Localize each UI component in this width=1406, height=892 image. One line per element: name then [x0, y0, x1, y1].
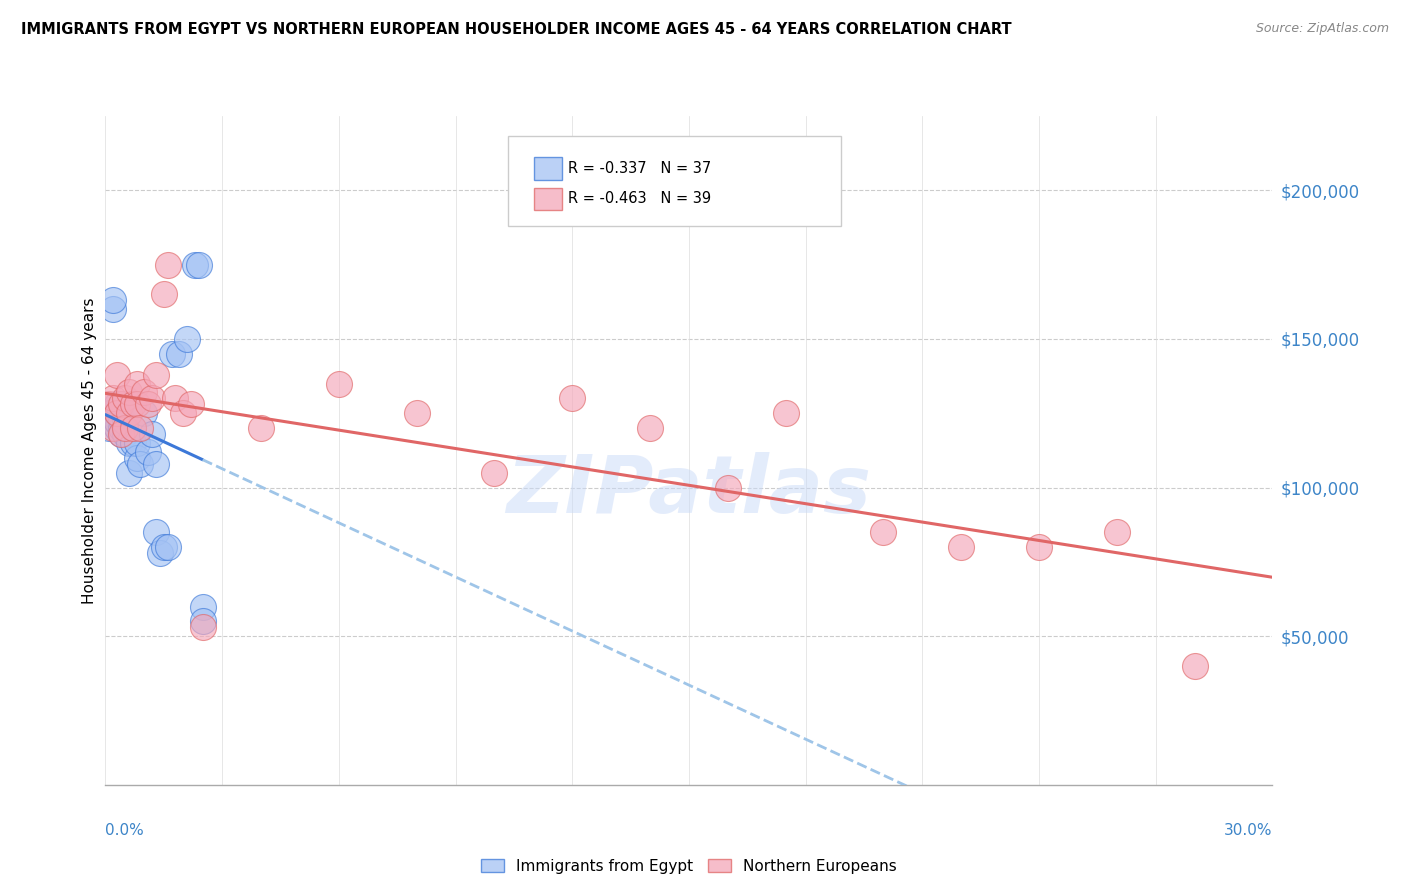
Point	[110, 421, 132, 435]
Point	[950, 540, 973, 554]
Point	[121, 436, 143, 450]
Point	[153, 287, 174, 301]
Point	[114, 421, 136, 435]
FancyBboxPatch shape	[534, 157, 562, 180]
Point	[165, 392, 187, 406]
Point	[134, 406, 156, 420]
Point	[129, 421, 152, 435]
Point	[114, 427, 136, 442]
Point	[110, 412, 132, 426]
Point	[250, 421, 273, 435]
Point	[105, 368, 128, 382]
FancyBboxPatch shape	[534, 187, 562, 211]
Point	[405, 406, 427, 420]
Point	[172, 406, 194, 420]
Point	[872, 525, 894, 540]
Text: IMMIGRANTS FROM EGYPT VS NORTHERN EUROPEAN HOUSEHOLDER INCOME AGES 45 - 64 YEARS: IMMIGRANTS FROM EGYPT VS NORTHERN EUROPE…	[21, 22, 1012, 37]
Point	[110, 397, 132, 411]
Point	[125, 397, 148, 411]
Point	[125, 376, 148, 391]
Point	[118, 406, 141, 420]
Point	[153, 540, 174, 554]
Point	[118, 466, 141, 480]
Text: 0.0%: 0.0%	[105, 823, 145, 838]
Text: R = -0.463   N = 39: R = -0.463 N = 39	[568, 192, 710, 206]
Point	[98, 397, 121, 411]
Point	[484, 466, 506, 480]
Text: 30.0%: 30.0%	[1225, 823, 1272, 838]
Point	[156, 258, 179, 272]
Legend: Immigrants from Egypt, Northern Europeans: Immigrants from Egypt, Northern European…	[475, 853, 903, 880]
Point	[156, 540, 179, 554]
Text: Source: ZipAtlas.com: Source: ZipAtlas.com	[1256, 22, 1389, 36]
Point	[1184, 659, 1206, 673]
Point	[121, 397, 143, 411]
Point	[125, 436, 148, 450]
Y-axis label: Householder Income Ages 45 - 64 years: Householder Income Ages 45 - 64 years	[82, 297, 97, 604]
Point	[145, 368, 167, 382]
Point	[103, 302, 125, 317]
Point	[141, 427, 163, 442]
Point	[121, 421, 143, 435]
Point	[145, 457, 167, 471]
Point	[141, 392, 163, 406]
Point	[114, 415, 136, 429]
Point	[103, 293, 125, 308]
Point	[160, 347, 183, 361]
Point	[136, 397, 159, 411]
Point	[169, 347, 191, 361]
Point	[129, 457, 152, 471]
Point	[191, 620, 214, 634]
Point	[149, 546, 172, 560]
Point	[121, 421, 143, 435]
Point	[184, 258, 207, 272]
Point	[114, 421, 136, 435]
FancyBboxPatch shape	[508, 136, 841, 227]
Point	[118, 436, 141, 450]
Point	[114, 392, 136, 406]
Point	[103, 421, 125, 435]
Point	[187, 258, 209, 272]
Point	[145, 525, 167, 540]
Point	[136, 445, 159, 459]
Text: R = -0.337   N = 37: R = -0.337 N = 37	[568, 161, 711, 177]
Point	[98, 406, 121, 420]
Point	[191, 615, 214, 629]
Point	[638, 421, 661, 435]
Point	[191, 599, 214, 614]
Point	[105, 406, 128, 420]
Point	[125, 450, 148, 465]
Point	[775, 406, 797, 420]
Point	[110, 397, 132, 411]
Point	[105, 397, 128, 411]
Point	[103, 392, 125, 406]
Point	[134, 385, 156, 400]
Point	[98, 421, 121, 435]
Point	[105, 406, 128, 420]
Point	[717, 481, 740, 495]
Text: ZIPatlas: ZIPatlas	[506, 451, 872, 530]
Point	[1105, 525, 1128, 540]
Point	[110, 427, 132, 442]
Point	[180, 397, 202, 411]
Point	[561, 392, 583, 406]
Point	[105, 421, 128, 435]
Point	[176, 332, 198, 346]
Point	[328, 376, 350, 391]
Point	[105, 415, 128, 429]
Point	[118, 385, 141, 400]
Point	[110, 427, 132, 442]
Point	[1028, 540, 1050, 554]
